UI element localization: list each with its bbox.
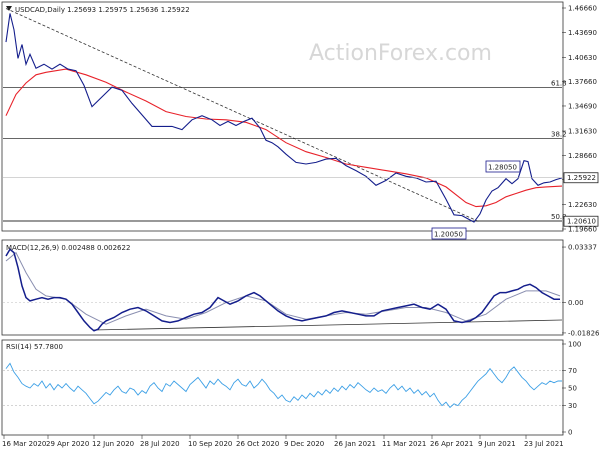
y-tick-label: 50	[568, 385, 577, 393]
rsi-line	[5, 362, 562, 409]
price-pane-title: USDCAD,Daily 1.25693 1.25975 1.25636 1.2…	[15, 6, 190, 14]
low-callout-label: 1.20050	[434, 231, 463, 239]
fibonacci-levels: 61.8 38.2 50.0	[3, 79, 567, 222]
x-tick-label: 11 Mar 2021	[382, 440, 426, 448]
watermark: ActionForex.com	[309, 41, 492, 66]
price-pane: ActionForex.com 61.8 38.2 50.0 USDCAD,Dail…	[1, 1, 599, 240]
macd-trendline	[93, 319, 563, 331]
x-tick-label: 9 Dec 2020	[284, 440, 324, 448]
y-tick-label: 30	[568, 402, 577, 410]
low-callout: 1.20050	[431, 227, 467, 240]
y-tick-label: 1.46660	[568, 5, 597, 13]
y-tick-label: 1.43690	[568, 29, 597, 37]
macd-y-axis: 0.03337 0.00 -0.018262	[562, 244, 600, 337]
y-tick-label: 0.00	[568, 299, 584, 307]
current-price-label: 1.25922	[567, 174, 596, 182]
x-tick-label: 26 Oct 2020	[236, 440, 279, 448]
y-tick-label: 1.28660	[568, 152, 597, 160]
x-tick-label: 23 Jul 2021	[524, 440, 564, 448]
support-label: 1.20610	[567, 218, 596, 226]
ma-line	[5, 68, 563, 208]
x-tick-label: 9 Jun 2021	[478, 440, 516, 448]
rsi-y-axis: 100 70 50 30 0	[562, 341, 581, 437]
y-tick-label: 0	[568, 429, 572, 437]
x-tick-label: 26 Apr 2021	[430, 440, 473, 448]
y-tick-label: 1.19660	[568, 226, 597, 234]
macd-line	[5, 248, 560, 332]
x-axis: 16 Mar 2020 29 Apr 2020 12 Jun 2020 28 Jul …	[2, 435, 564, 448]
x-tick-label: 10 Sep 2020	[188, 440, 232, 448]
y-tick-label: 100	[568, 341, 581, 349]
fib-label: 50.0	[551, 213, 567, 221]
high-callout-label: 1.28050	[488, 164, 517, 172]
x-tick-label: 12 Jun 2020	[92, 440, 134, 448]
y-tick-label: 1.37660	[568, 78, 597, 86]
y-tick-label: -0.018262	[568, 329, 600, 337]
x-tick-label: 26 Jan 2021	[334, 440, 376, 448]
y-tick-label: 70	[568, 367, 577, 375]
y-tick-label: 1.40630	[568, 54, 597, 62]
y-tick-label: 0.03337	[568, 244, 597, 252]
current-price-tag: 1.25922	[563, 172, 599, 184]
rsi-levels	[3, 370, 562, 406]
x-tick-label: 28 Jul 2020	[140, 440, 180, 448]
x-tick-label: 29 Apr 2020	[46, 440, 89, 448]
collapse-arrow-icon[interactable]	[6, 6, 12, 11]
high-callout: 1.28050	[485, 160, 521, 173]
macd-pane: MACD(12,26,9) 0.002488 0.002622 0.033370…	[1, 239, 600, 337]
fib-label: 38.2	[551, 131, 567, 139]
price-line	[5, 13, 563, 223]
x-tick-label: 16 Mar 2020	[2, 440, 46, 448]
y-tick-label: 1.22630	[568, 201, 597, 209]
falling-trendline	[5, 8, 481, 223]
y-tick-label: 1.34690	[568, 102, 597, 110]
rsi-pane: RSI(14) 57.7800 100 70 50 30 0	[1, 339, 581, 437]
y-tick-label: 1.31630	[568, 128, 597, 136]
rsi-pane-title: RSI(14) 57.7800	[6, 343, 63, 351]
support-tag: 1.20610	[563, 215, 599, 227]
macd-pane-title: MACD(12,26,9) 0.002488 0.002622	[6, 244, 130, 252]
fib-label: 61.8	[551, 79, 567, 87]
